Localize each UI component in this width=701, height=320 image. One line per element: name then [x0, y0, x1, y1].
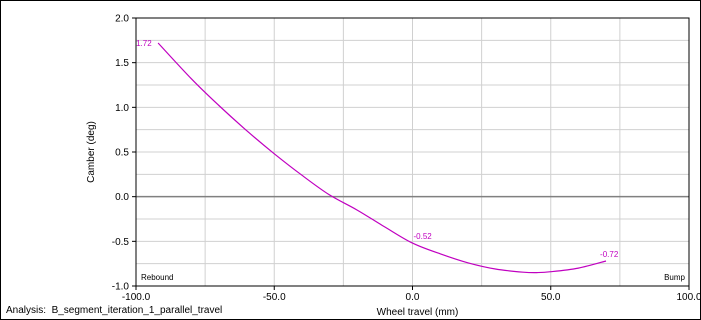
grid [135, 17, 690, 287]
data-labels: 1.72 -0.52 -0.72 [136, 39, 619, 259]
analysis-name: B_segment_iteration_1_parallel_travel [51, 305, 223, 316]
y-tick-label: 1.0 [115, 103, 129, 114]
analysis-caption: Analysis: B_segment_iteration_1_parallel… [6, 305, 222, 316]
x-tick-label: 50.0 [541, 292, 561, 303]
data-label: 1.72 [136, 39, 152, 48]
camber-curve [157, 42, 607, 274]
x-tick-label: 0.0 [406, 292, 420, 303]
data-label: -0.72 [600, 250, 619, 259]
x-tick-label: -50.0 [263, 292, 286, 303]
x-axis-title: Wheel travel (mm) [377, 307, 459, 318]
y-tick-label: 0.0 [115, 192, 129, 203]
analysis-label: Analysis: [6, 305, 47, 316]
y-tick-label: 1.5 [115, 58, 129, 69]
y-tick-label: -0.5 [112, 237, 130, 248]
y-axis: -1.0 -0.5 0.0 0.5 1.0 1.5 2.0 [112, 14, 136, 293]
y-tick-label: 0.5 [115, 148, 129, 159]
x-tick-label: -100.0 [122, 292, 151, 303]
y-tick-label: 2.0 [115, 14, 129, 25]
x-axis: -100.0 -50.0 0.0 50.0 100.0 [122, 286, 700, 303]
y-axis-title: Camber (deg) [86, 121, 97, 183]
bump-label: Bump [664, 273, 685, 282]
y-tick-label: -1.0 [112, 282, 130, 293]
x-tick-label: 100.0 [676, 292, 700, 303]
rebound-label: Rebound [141, 273, 173, 282]
data-label: -0.52 [414, 232, 433, 241]
